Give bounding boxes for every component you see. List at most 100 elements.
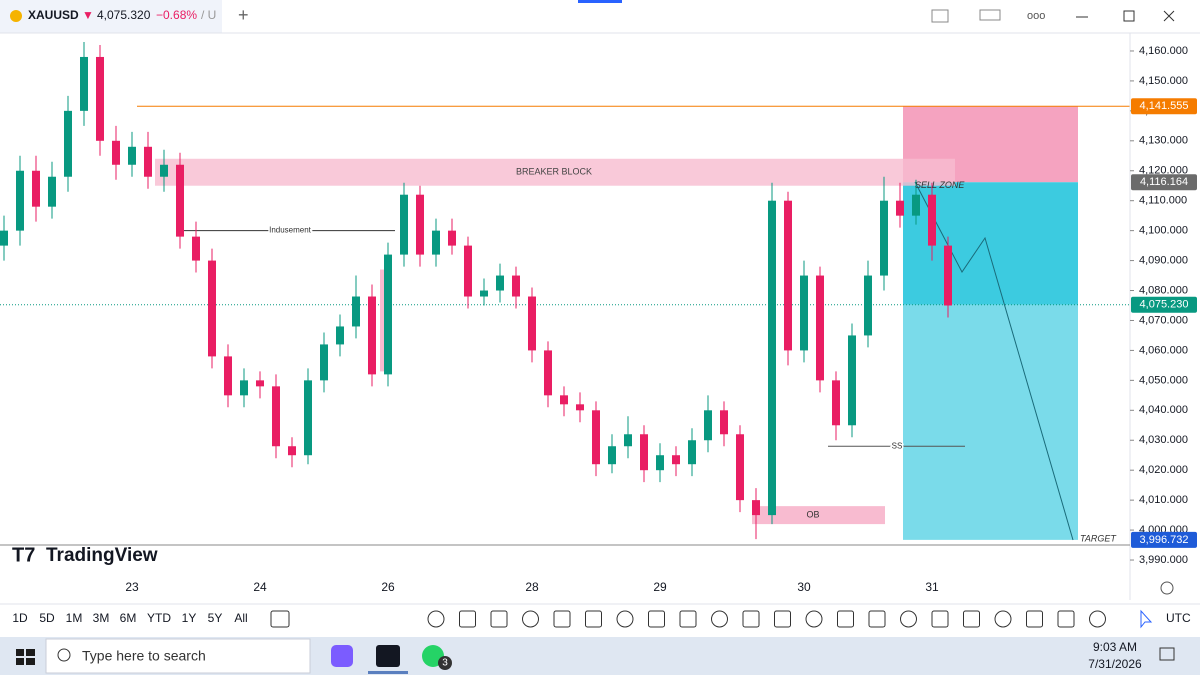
annotation: TARGET xyxy=(1080,533,1117,543)
candle-body xyxy=(208,260,216,357)
timeframe[interactable]: 3M xyxy=(93,611,110,625)
tool-icon[interactable] xyxy=(963,610,980,628)
target-zone xyxy=(903,304,1078,540)
price-marker-label: 4,075.230 xyxy=(1140,299,1189,311)
candle-body xyxy=(352,296,360,327)
tool-icon[interactable] xyxy=(522,610,539,628)
tool-icon[interactable] xyxy=(1026,610,1043,628)
drawing-tools xyxy=(427,610,1106,628)
tool-icon[interactable] xyxy=(868,610,886,628)
icon[interactable] xyxy=(931,9,949,23)
y-tick-label: 4,120.000 xyxy=(1139,165,1188,177)
tool-icon[interactable] xyxy=(994,610,1012,628)
maximize[interactable] xyxy=(1123,10,1135,22)
candle-body xyxy=(592,410,600,465)
tool-icon[interactable] xyxy=(553,610,571,628)
timeframe[interactable]: 6M xyxy=(120,611,137,625)
candle-body xyxy=(944,245,952,306)
timezone[interactable]: UTC xyxy=(1166,611,1191,625)
symbol-tab[interactable] xyxy=(0,0,222,33)
y-tick-label: 4,060.000 xyxy=(1139,344,1188,356)
annotation: BREAKER BLOCK xyxy=(516,167,592,177)
timeframe[interactable]: YTD xyxy=(147,611,171,625)
tool-icon[interactable] xyxy=(805,610,823,628)
tool-icon[interactable] xyxy=(679,610,697,628)
candle-body xyxy=(336,326,344,345)
y-tick-label: 3,990.000 xyxy=(1139,554,1188,566)
tool-icon[interactable] xyxy=(1089,610,1106,628)
timeframe[interactable]: 5Y xyxy=(208,611,223,625)
timeframe[interactable]: 1D xyxy=(12,611,28,625)
more[interactable]: ooo xyxy=(1027,10,1045,22)
candle-body xyxy=(160,164,168,177)
tool-icon[interactable] xyxy=(742,610,760,628)
tool-icon[interactable] xyxy=(900,610,917,628)
price-marker xyxy=(1131,98,1197,115)
new-tab[interactable]: + xyxy=(238,5,249,25)
timeframe[interactable]: 1Y xyxy=(182,611,197,625)
candle-body xyxy=(32,170,40,207)
price-marker xyxy=(1131,296,1197,313)
app-icon[interactable] xyxy=(331,645,353,667)
search-placeholder: Type here to search xyxy=(82,648,206,664)
x-tick-label: 26 xyxy=(381,580,395,594)
timeframe[interactable]: 1M xyxy=(66,611,83,625)
tool-icon[interactable] xyxy=(616,610,634,628)
candle-body xyxy=(736,434,744,501)
candle-body xyxy=(832,380,840,426)
x-tick-label: 23 xyxy=(125,580,139,594)
projection xyxy=(914,181,1074,541)
close[interactable] xyxy=(1163,10,1175,22)
candle-body xyxy=(704,410,712,441)
app-icon[interactable] xyxy=(376,645,400,667)
tool-icon[interactable] xyxy=(490,610,508,628)
clock-time: 9:03 AM xyxy=(1093,640,1137,654)
candle-body xyxy=(0,230,8,246)
start[interactable] xyxy=(16,649,35,665)
candle-body xyxy=(240,380,248,396)
x-tick-label: 28 xyxy=(525,580,539,594)
x-tick-label: 24 xyxy=(253,580,267,594)
candle-body xyxy=(880,200,888,276)
tab-suffix: / U xyxy=(201,8,216,22)
x-tick-label: 29 xyxy=(653,580,667,594)
badge: 3 xyxy=(442,658,448,669)
tool-icon[interactable] xyxy=(1057,610,1075,628)
candle-body xyxy=(96,56,104,141)
search-box[interactable] xyxy=(45,638,311,674)
timeframe[interactable]: 5D xyxy=(39,611,55,625)
candle-body xyxy=(384,254,392,375)
candle-body xyxy=(800,275,808,351)
timeframe[interactable]: All xyxy=(234,611,247,625)
candle-body xyxy=(64,110,72,177)
plot xyxy=(0,41,1130,541)
candle-body xyxy=(528,296,536,351)
logo-mark: T7 xyxy=(12,544,35,566)
tool-icon[interactable] xyxy=(648,610,665,628)
notifications[interactable] xyxy=(1159,647,1175,661)
tool-icon[interactable] xyxy=(711,610,728,628)
timeframes: 1D 5D 1M 3M 6M YTD 1Y 5Y All xyxy=(12,611,247,625)
date-range[interactable] xyxy=(270,610,290,628)
y-tick-label: 4,040.000 xyxy=(1139,404,1188,416)
last-price: 4,075.320 xyxy=(97,8,151,22)
y-tick-label: 4,080.000 xyxy=(1139,284,1188,296)
tool-icon[interactable] xyxy=(931,610,949,628)
tool-icon[interactable] xyxy=(774,610,791,628)
candle-body xyxy=(816,275,824,381)
candle-body xyxy=(288,446,296,456)
symbol-icon xyxy=(10,10,22,22)
icon[interactable] xyxy=(979,9,1001,21)
candle-body xyxy=(416,194,424,255)
tool-icon[interactable] xyxy=(837,610,854,628)
candle-body xyxy=(256,380,264,387)
settings[interactable] xyxy=(1160,581,1174,595)
tool-icon[interactable] xyxy=(427,610,445,628)
tool-icon[interactable] xyxy=(585,610,602,628)
cursor[interactable] xyxy=(1140,609,1153,629)
candle-body xyxy=(144,146,152,177)
tool-icon[interactable] xyxy=(459,610,476,628)
symbol: XAUUSD xyxy=(28,8,79,22)
y-tick-label: 4,020.000 xyxy=(1139,464,1188,476)
